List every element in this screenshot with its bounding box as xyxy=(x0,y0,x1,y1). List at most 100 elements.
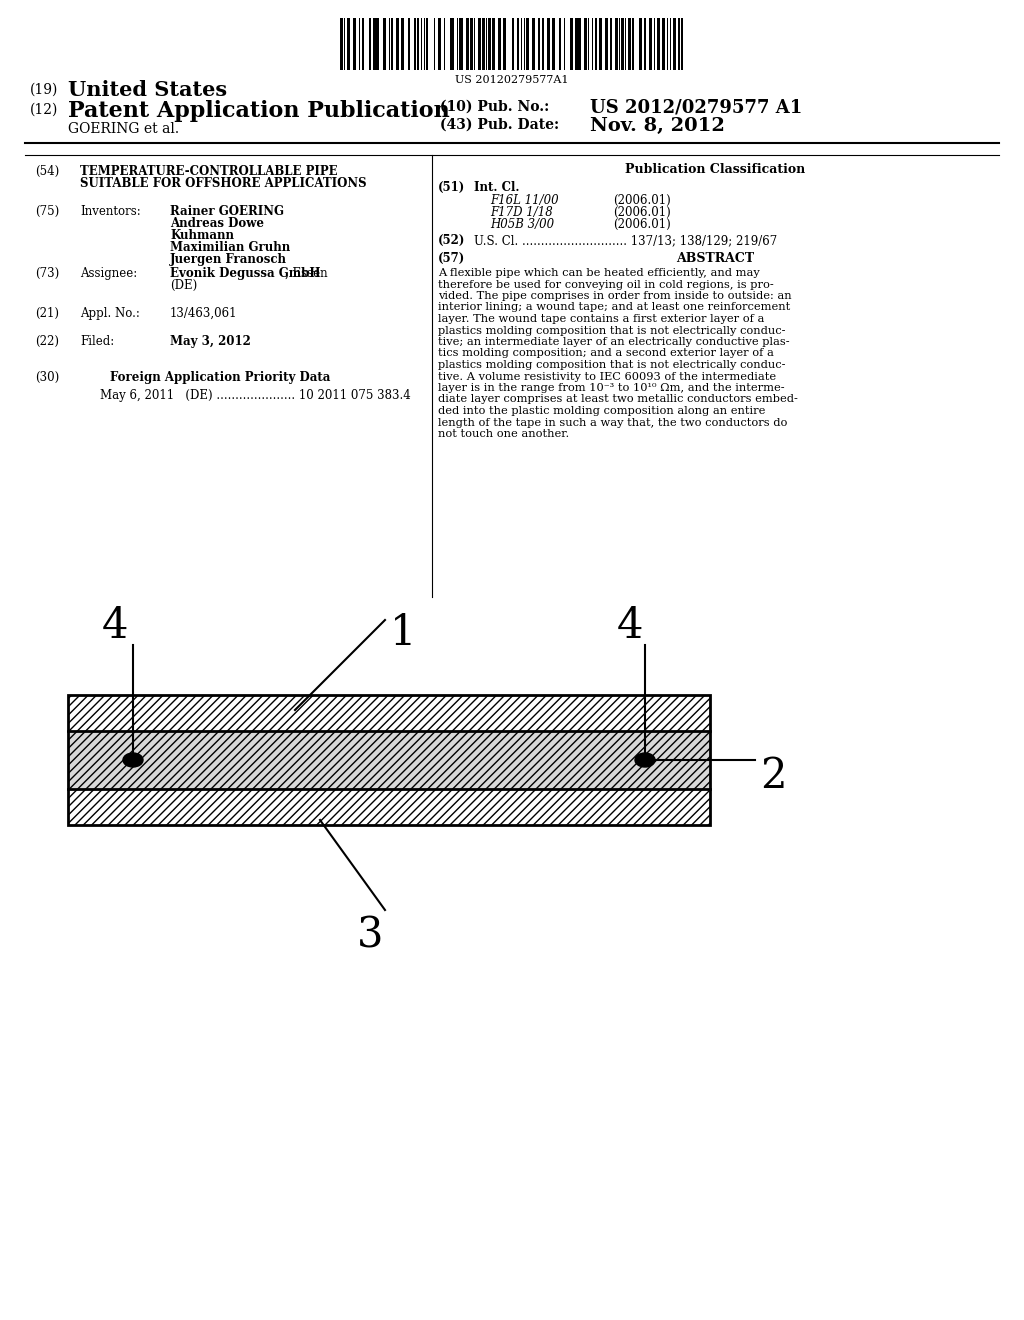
Text: 2: 2 xyxy=(760,755,786,797)
Text: 4: 4 xyxy=(101,605,128,647)
Bar xyxy=(466,18,469,70)
Bar xyxy=(681,18,683,70)
Text: 3: 3 xyxy=(356,915,383,957)
Text: Foreign Application Priority Data: Foreign Application Priority Data xyxy=(110,371,330,384)
Text: 4: 4 xyxy=(616,605,643,647)
Text: (22): (22) xyxy=(35,335,59,348)
Bar xyxy=(503,18,506,70)
Bar xyxy=(396,18,398,70)
Bar xyxy=(512,18,514,70)
Bar xyxy=(605,18,608,70)
Bar xyxy=(563,18,565,70)
Bar xyxy=(353,18,356,70)
Text: Rainer GOERING: Rainer GOERING xyxy=(170,205,284,218)
Bar xyxy=(553,18,555,70)
Bar xyxy=(639,18,642,70)
Text: (19): (19) xyxy=(30,83,58,96)
Text: (12): (12) xyxy=(30,103,58,117)
Text: , Essen: , Essen xyxy=(285,267,328,280)
Bar xyxy=(68,696,710,731)
Text: (30): (30) xyxy=(35,371,59,384)
Bar xyxy=(595,18,597,70)
Text: tics molding composition; and a second exterior layer of a: tics molding composition; and a second e… xyxy=(438,348,774,359)
Bar xyxy=(487,18,490,70)
Text: SUITABLE FOR OFFSHORE APPLICATIONS: SUITABLE FOR OFFSHORE APPLICATIONS xyxy=(80,177,367,190)
Bar xyxy=(656,18,658,70)
Bar xyxy=(438,18,441,70)
Text: (57): (57) xyxy=(438,252,465,265)
Bar xyxy=(526,18,529,70)
Text: TEMPERATURE-CONTROLLABLE PIPE: TEMPERATURE-CONTROLLABLE PIPE xyxy=(80,165,338,178)
Bar xyxy=(461,18,463,70)
Bar xyxy=(485,18,487,70)
Bar xyxy=(493,18,496,70)
Bar xyxy=(374,18,376,70)
Bar xyxy=(644,18,646,70)
Text: 13/463,061: 13/463,061 xyxy=(170,308,238,319)
Text: length of the tape in such a way that, the two conductors do: length of the tape in such a way that, t… xyxy=(438,417,787,428)
Bar xyxy=(678,18,680,70)
Bar xyxy=(579,18,582,70)
Text: Kuhmann: Kuhmann xyxy=(170,228,234,242)
Text: (43) Pub. Date:: (43) Pub. Date: xyxy=(440,117,559,132)
Text: Int. Cl.: Int. Cl. xyxy=(474,181,519,194)
Bar xyxy=(523,18,525,70)
Bar xyxy=(426,18,428,70)
Bar xyxy=(663,18,665,70)
Text: (2006.01): (2006.01) xyxy=(613,194,671,207)
Bar xyxy=(538,18,540,70)
Bar xyxy=(547,18,550,70)
Text: diate layer comprises at least two metallic conductors embed-: diate layer comprises at least two metal… xyxy=(438,395,798,404)
Text: (10) Pub. No.:: (10) Pub. No.: xyxy=(440,100,549,114)
Text: (2006.01): (2006.01) xyxy=(613,218,671,231)
Text: tive; an intermediate layer of an electrically conductive plas-: tive; an intermediate layer of an electr… xyxy=(438,337,790,347)
Bar xyxy=(474,18,475,70)
Bar xyxy=(409,18,410,70)
Bar xyxy=(347,18,350,70)
Bar xyxy=(417,18,420,70)
Bar xyxy=(532,18,535,70)
Bar xyxy=(377,18,379,70)
Text: May 6, 2011   (DE) ..................... 10 2011 075 383.4: May 6, 2011 (DE) ..................... 1… xyxy=(100,389,411,403)
Bar xyxy=(361,18,364,70)
Bar xyxy=(383,18,386,70)
Bar xyxy=(68,696,710,825)
Bar xyxy=(673,18,676,70)
Bar xyxy=(457,18,458,70)
Bar xyxy=(68,731,710,788)
Bar xyxy=(520,18,522,70)
Bar xyxy=(340,18,343,70)
Bar xyxy=(433,18,435,70)
Text: US 20120279577A1: US 20120279577A1 xyxy=(456,75,568,84)
Bar xyxy=(649,18,650,70)
Bar xyxy=(577,18,578,70)
Text: Publication Classification: Publication Classification xyxy=(625,162,805,176)
Bar xyxy=(478,18,481,70)
Bar xyxy=(629,18,631,70)
Text: 1: 1 xyxy=(390,612,417,653)
Bar xyxy=(570,18,572,70)
Text: layer is in the range from 10⁻³ to 10¹⁰ Ωm, and the interme-: layer is in the range from 10⁻³ to 10¹⁰ … xyxy=(438,383,784,393)
Text: F16L 11/00: F16L 11/00 xyxy=(490,194,559,207)
Text: plastics molding composition that is not electrically conduc-: plastics molding composition that is not… xyxy=(438,326,785,335)
Text: tive. A volume resistivity to IEC 60093 of the intermediate: tive. A volume resistivity to IEC 60093 … xyxy=(438,371,776,381)
Text: Inventors:: Inventors: xyxy=(80,205,140,218)
Text: H05B 3/00: H05B 3/00 xyxy=(490,218,554,231)
Bar xyxy=(401,18,403,70)
Text: Evonik Degussa GmbH: Evonik Degussa GmbH xyxy=(170,267,321,280)
Text: plastics molding composition that is not electrically conduc-: plastics molding composition that is not… xyxy=(438,360,785,370)
Text: not touch one another.: not touch one another. xyxy=(438,429,569,440)
Text: (52): (52) xyxy=(438,234,465,247)
Text: May 3, 2012: May 3, 2012 xyxy=(170,335,251,348)
Text: F17D 1/18: F17D 1/18 xyxy=(490,206,553,219)
Bar xyxy=(499,18,501,70)
Text: (75): (75) xyxy=(35,205,59,218)
Text: Patent Application Publication: Patent Application Publication xyxy=(68,100,450,121)
Text: Juergen Franosch: Juergen Franosch xyxy=(170,253,287,267)
Text: ded into the plastic molding composition along an entire: ded into the plastic molding composition… xyxy=(438,407,765,416)
Bar xyxy=(369,18,372,70)
Text: US 2012/0279577 A1: US 2012/0279577 A1 xyxy=(590,99,802,117)
Text: United States: United States xyxy=(68,81,227,100)
Bar xyxy=(621,18,624,70)
Text: (2006.01): (2006.01) xyxy=(613,206,671,219)
